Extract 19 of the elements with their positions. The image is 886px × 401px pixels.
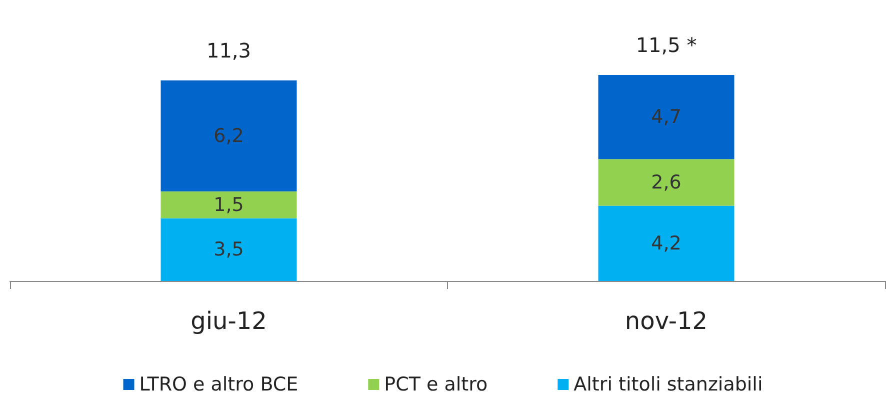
total-label: 11,3 [206,38,252,62]
bar [598,159,734,206]
bar [598,74,734,160]
x-tick-label: giu-12 [190,307,267,335]
x-tick-label: nov-12 [624,307,708,335]
legend-label: Altri titoli stanziabili [574,374,763,396]
bar [160,218,297,281]
bar [160,191,297,218]
data-label: 3,5 [214,238,244,261]
legend-label: PCT e altro [384,374,488,396]
total-label: 11,5 * [636,32,697,57]
data-label: 2,6 [651,171,682,194]
legend-label: LTRO e altro BCE [139,374,298,396]
data-label: 4,2 [651,232,682,254]
bar [598,206,734,281]
data-label: 4,7 [651,106,682,128]
data-label: 6,2 [214,124,244,147]
data-label: 1,5 [214,194,244,216]
bar [160,80,297,192]
